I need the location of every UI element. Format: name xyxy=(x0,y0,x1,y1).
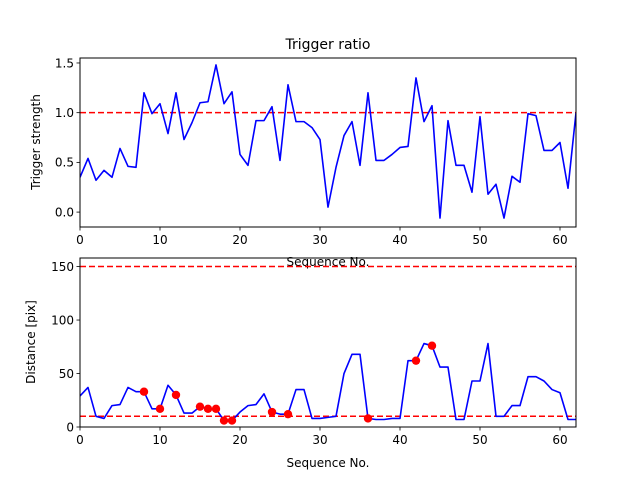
distance-y-axis-label: Distance [pix] xyxy=(24,300,38,384)
trigger-ratio-x-tick-label: 60 xyxy=(552,233,567,247)
distance-trigger-point xyxy=(427,341,437,350)
trigger-ratio-x-tick-label: 0 xyxy=(76,233,84,247)
distance-y-tick-label: 150 xyxy=(51,260,74,274)
distance-trigger-point xyxy=(155,404,165,414)
trigger-ratio-ticks: 0 10 20 30 40 50 60 0.0 0.5 1.0 1.5 xyxy=(55,56,568,247)
distance-trigger-point xyxy=(411,356,421,365)
distance-axes-frame xyxy=(79,257,577,428)
distance-x-tick-label: 20 xyxy=(232,433,247,447)
trigger-ratio-subplot: Trigger ratio 0 10 20 30 40 50 600.00.51.01.5 … xyxy=(29,37,577,269)
trigger-ratio-x-tick-label: 50 xyxy=(472,233,487,247)
distance-clipped-marks xyxy=(80,265,576,425)
trigger-ratio-x-tick-label: 40 xyxy=(392,233,407,247)
distance-trigger-point xyxy=(267,407,277,417)
distance-series-line xyxy=(80,342,576,422)
distance-y-tick-label: 100 xyxy=(51,313,74,327)
distance-plot-area xyxy=(80,265,576,425)
distance-trigger-point xyxy=(211,404,221,414)
distance-trigger-point xyxy=(203,404,213,414)
trigger-ratio-y-tick-label: 0.0 xyxy=(55,205,74,219)
distance-x-tick-label: 30 xyxy=(312,433,327,447)
trigger-ratio-x-tick-label: 20 xyxy=(232,233,247,247)
distance-trigger-point xyxy=(283,409,293,419)
trigger-ratio-x-tick-label: 10 xyxy=(152,233,167,247)
distance-trigger-point xyxy=(139,387,149,396)
distance-ticks: 0 10 20 30 40 50 60 0 50 100 150 xyxy=(51,260,568,447)
distance-x-axis-label: Sequence No. xyxy=(287,456,370,470)
trigger-ratio-y-tick-label: 1.5 xyxy=(55,56,74,70)
distance-x-tick-label: 50 xyxy=(472,433,487,447)
distance-trigger-point xyxy=(219,416,229,425)
distance-trigger-point xyxy=(363,414,373,423)
trigger-ratio-y-tick-label: 0.5 xyxy=(55,156,74,170)
distance-x-tick-label: 60 xyxy=(552,433,567,447)
trigger-ratio-clipped-marks xyxy=(80,64,576,219)
distance-x-tick-label: 10 xyxy=(152,433,167,447)
distance-trigger-point xyxy=(227,416,237,425)
trigger-ratio-series-line xyxy=(80,64,576,219)
trigger-ratio-title: Trigger ratio xyxy=(284,37,370,53)
distance-x-tick-label: 40 xyxy=(392,433,407,447)
trigger-ratio-plot-area xyxy=(80,64,576,219)
trigger-ratio-y-axis-label: Trigger strength xyxy=(29,94,43,191)
trigger-ratio-y-tick-label: 1.0 xyxy=(55,106,74,120)
trigger-ratio-x-tick-label: 30 xyxy=(312,233,327,247)
distance-y-tick-label: 0 xyxy=(66,420,74,434)
distance-x-tick-label: 0 xyxy=(76,433,84,447)
distance-trigger-point xyxy=(195,402,205,411)
trigger-ratio-axes-frame xyxy=(79,57,577,228)
distance-trigger-point xyxy=(171,390,181,400)
distance-y-tick-label: 50 xyxy=(59,367,74,381)
distance-subplot: 0 10 20 30 40 50 60 0 50 100 150 Sequence No. Dist… xyxy=(24,257,577,470)
